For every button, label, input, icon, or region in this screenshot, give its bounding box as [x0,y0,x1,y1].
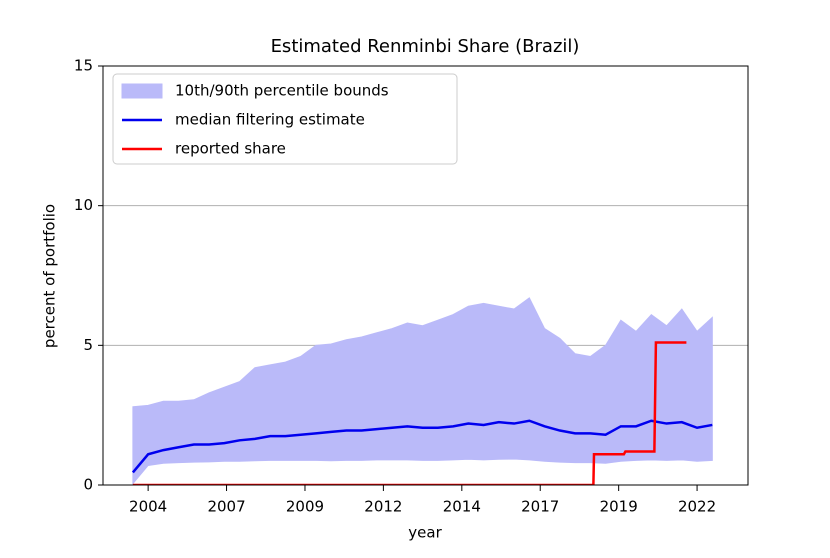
x-tick-label: 2007 [207,498,245,516]
y-tick-label: 10 [74,196,93,214]
percentile-band [132,297,713,485]
x-tick-label: 2014 [443,498,481,516]
x-tick-label: 2019 [600,498,638,516]
legend-swatch [121,83,163,99]
x-tick-label: 2009 [286,498,324,516]
chart-title: Estimated Renminbi Share (Brazil) [271,36,580,57]
x-axis-label: year [408,524,442,542]
series-line [131,419,713,474]
y-tick-label: 15 [74,57,93,75]
plot-area [131,297,713,485]
y-tick-label: 0 [83,476,93,494]
axes-frame [102,65,749,486]
x-tick-label: 2017 [521,498,559,516]
series-line [132,341,687,485]
legend-box [112,73,458,165]
x-tick-label: 2012 [364,498,402,516]
x-tick-label: 2022 [678,498,716,516]
legend-label: reported share [175,140,286,158]
legend-label: median filtering estimate [175,111,365,129]
y-tick-label: 5 [83,336,93,354]
legend-label: 10th/90th percentile bounds [175,82,389,100]
y-axis-label: percent of portfolio [41,204,59,348]
x-tick-label: 2004 [129,498,167,516]
